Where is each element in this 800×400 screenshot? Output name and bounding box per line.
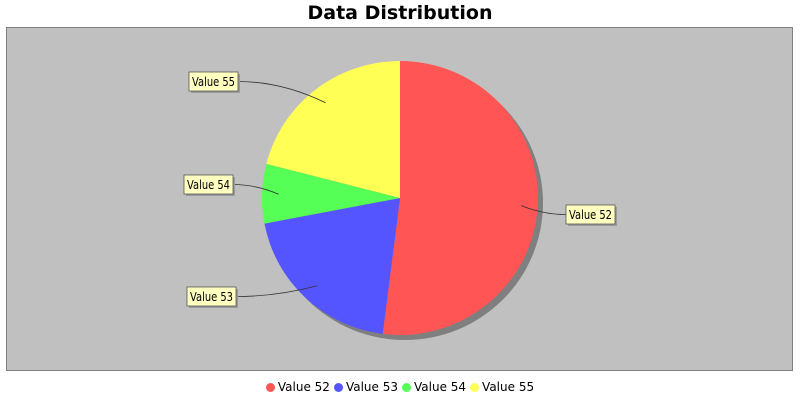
slice-label-text-2: Value 53 — [190, 290, 233, 304]
legend-swatch-4 — [470, 383, 480, 392]
slice-label-3: Value 54 — [183, 174, 235, 196]
label-connector-2 — [235, 285, 317, 297]
pie-slice-1[interactable] — [382, 61, 539, 335]
legend-item-2: Value 53 — [333, 380, 398, 394]
label-connector-1 — [521, 205, 567, 215]
chart-title: Data Distribution — [307, 2, 493, 24]
legend-label-1: Value 52 — [277, 380, 330, 394]
slice-label-2: Value 53 — [186, 286, 238, 308]
legend-item-4: Value 55 — [470, 380, 534, 394]
pie-slice-4[interactable] — [266, 61, 400, 198]
slice-label-text-3: Value 54 — [187, 178, 230, 192]
legend-label-4: Value 55 — [482, 380, 535, 394]
label-connector-4 — [237, 81, 326, 104]
pie-slice-3[interactable] — [262, 163, 400, 224]
slice-label-text-1: Value 52 — [569, 208, 612, 222]
label-connector-3 — [232, 184, 279, 195]
legend-label-2: Value 53 — [345, 380, 398, 394]
slice-label-text-4: Value 55 — [192, 75, 235, 89]
legend-swatch-3 — [402, 383, 411, 392]
legend-item-1: Value 52 — [265, 380, 330, 394]
pie-slice-2[interactable] — [264, 198, 400, 334]
slice-label-4: Value 55 — [188, 71, 240, 93]
legend: Value 52 Value 53 Value 54 Value 55 — [0, 380, 800, 394]
legend-swatch-2 — [333, 383, 343, 392]
legend-item-3: Value 54 — [402, 380, 466, 394]
legend-label-3: Value 54 — [414, 380, 467, 394]
slice-label-1: Value 52 — [565, 204, 617, 226]
legend-swatch-1 — [265, 383, 275, 392]
